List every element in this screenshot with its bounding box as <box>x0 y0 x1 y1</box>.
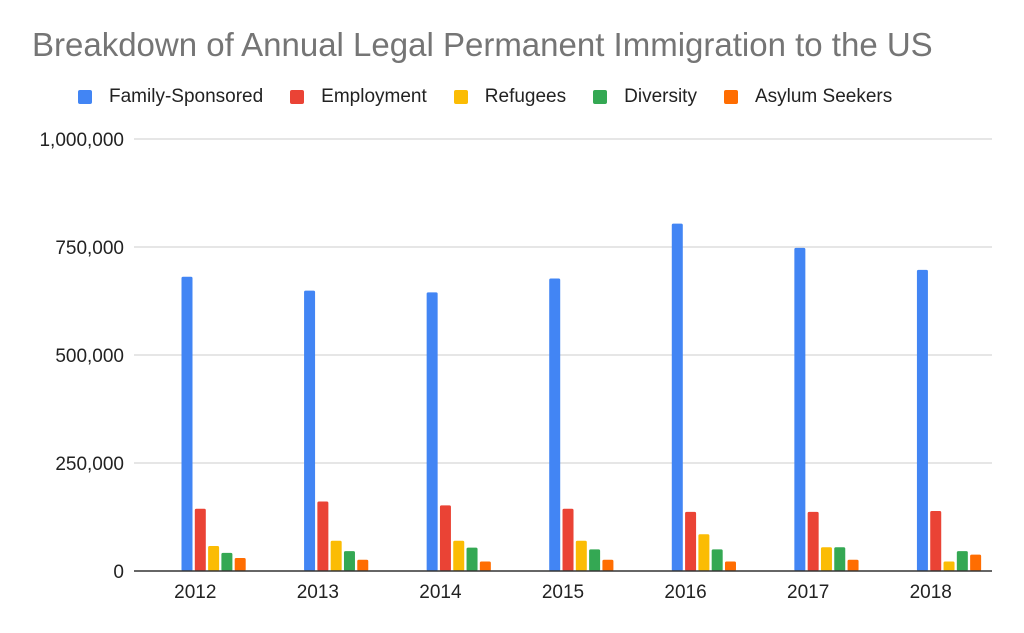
bar-diversity-2016 <box>711 549 723 571</box>
legend-item-refugees: Refugees <box>453 86 567 108</box>
bar-refugees-2017 <box>820 547 832 571</box>
bar-employment-2014 <box>439 505 451 571</box>
x-tick-label-2013: 2013 <box>297 582 339 603</box>
bar-employment-2017 <box>807 511 819 571</box>
x-tick-label-2015: 2015 <box>542 582 584 603</box>
bar-employment-2016 <box>685 511 697 571</box>
y-tick-label-1: 250,000 <box>55 454 124 475</box>
legend-label-employment: Employment <box>321 86 427 107</box>
y-tick-label-0: 0 <box>113 562 124 583</box>
bar-diversity-2014 <box>466 547 478 571</box>
bar-employment-2018 <box>930 510 942 571</box>
bar-family-sponsored-2012 <box>181 276 193 571</box>
y-tick-label-4: 1,000,000 <box>39 130 124 151</box>
bar-refugees-2015 <box>575 540 587 571</box>
legend-label-diversity: Diversity <box>624 86 697 107</box>
legend-swatch-employment <box>290 90 305 104</box>
legend-swatch-refugees <box>453 90 468 104</box>
legend-label-asylum-seekers: Asylum Seekers <box>754 86 893 107</box>
bar-family-sponsored-2016 <box>671 223 683 571</box>
bar-asylum-seekers-2014 <box>479 561 491 571</box>
legend-swatch-asylum-seekers <box>723 90 738 104</box>
bar-diversity-2012 <box>221 552 233 571</box>
bar-diversity-2018 <box>956 551 968 571</box>
bar-diversity-2017 <box>834 547 846 571</box>
x-tick-label-2012: 2012 <box>174 582 216 603</box>
legend-swatch-diversity <box>593 90 608 104</box>
legend-swatch-family-sponsored <box>78 90 92 104</box>
legend-label-family-sponsored: Family-Sponsored <box>109 86 264 107</box>
legend-label-refugees: Refugees <box>484 86 567 107</box>
legend-item-employment: Employment <box>290 86 427 108</box>
legend-item-diversity: Diversity <box>593 86 697 108</box>
y-tick-label-2: 500,000 <box>55 346 124 367</box>
legend-item-asylum-seekers: Asylum Seekers <box>723 86 893 108</box>
bar-asylum-seekers-2013 <box>357 559 369 571</box>
x-tick-label-2014: 2014 <box>419 582 462 603</box>
bar-family-sponsored-2013 <box>304 290 316 571</box>
legend: Family-Sponsored Employment Refugees Divers… <box>78 84 919 110</box>
legend-item-family-sponsored: Family-Sponsored <box>78 86 263 108</box>
bar-asylum-seekers-2015 <box>602 559 614 571</box>
bar-family-sponsored-2017 <box>794 247 806 571</box>
x-tick-label-2016: 2016 <box>664 582 706 603</box>
bar-employment-2013 <box>317 501 329 571</box>
bar-employment-2012 <box>194 508 206 571</box>
bar-asylum-seekers-2016 <box>724 561 736 571</box>
bar-diversity-2015 <box>589 549 601 571</box>
bar-refugees-2013 <box>330 540 342 571</box>
bar-refugees-2016 <box>698 534 710 571</box>
bar-family-sponsored-2014 <box>426 292 438 571</box>
y-tick-label-3: 750,000 <box>55 238 124 259</box>
bar-asylum-seekers-2017 <box>847 559 859 571</box>
x-tick-label-2018: 2018 <box>910 582 952 603</box>
bar-refugees-2018 <box>943 561 955 571</box>
bar-employment-2015 <box>562 508 574 571</box>
bar-family-sponsored-2015 <box>549 278 561 571</box>
chart-title: Breakdown of Annual Legal Permanent Immi… <box>32 26 933 63</box>
bar-refugees-2012 <box>208 545 220 571</box>
bar-family-sponsored-2018 <box>916 269 928 571</box>
x-tick-label-2017: 2017 <box>787 582 829 603</box>
bar-refugees-2014 <box>453 540 465 571</box>
bar-asylum-seekers-2012 <box>234 558 246 571</box>
bar-diversity-2013 <box>343 551 355 571</box>
bar-asylum-seekers-2018 <box>970 554 982 571</box>
